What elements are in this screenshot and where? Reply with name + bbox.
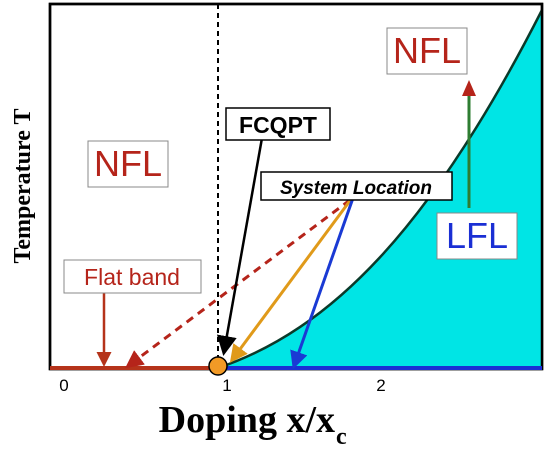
lfl-box [436, 212, 518, 260]
x-tick-1: 1 [222, 376, 231, 395]
nfl-left-box [87, 140, 169, 188]
fcqpt-box [225, 107, 331, 141]
green-arrow-head [462, 80, 476, 96]
crossover-curve [217, 9, 544, 370]
orange-arrow [229, 197, 354, 363]
nfl-right-box [386, 27, 468, 75]
qcp-point [208, 356, 228, 376]
x-tick-0: 0 [59, 376, 68, 395]
lfl-region [218, 10, 542, 368]
nfl-left-label: NFL [94, 143, 162, 184]
nfl-right-label: NFL [393, 30, 461, 71]
fcqpt-arrow [216, 137, 264, 356]
x-axis-label-subscript: c [336, 424, 347, 450]
fcqpt-label: FCQPT [239, 112, 317, 138]
x-axis-label: Doping x/x [159, 399, 335, 441]
x-tick-2: 2 [376, 376, 385, 395]
flat-band-label: Flat band [84, 264, 180, 290]
system-location-box [260, 171, 453, 201]
lfl-label: LFL [446, 215, 508, 256]
system-location-label: System Location [280, 178, 432, 199]
y-axis-label: Temperature T [10, 109, 36, 264]
flat-band-box [63, 259, 202, 294]
dashed-red-arrow [125, 198, 351, 369]
blue-arrow [290, 197, 355, 370]
